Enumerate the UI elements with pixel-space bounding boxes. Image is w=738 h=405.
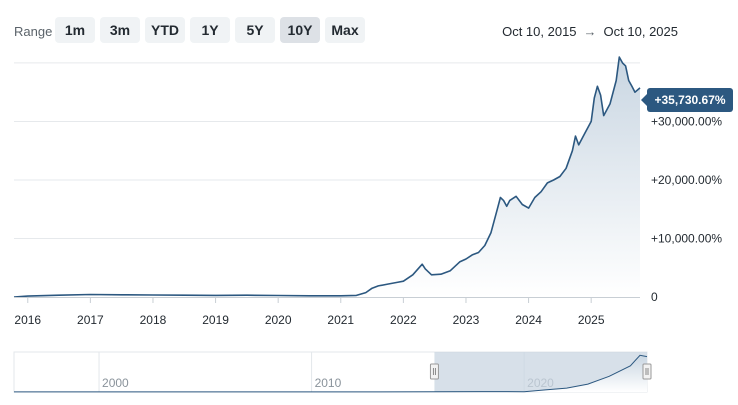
x-tick-label: 2018 xyxy=(140,313,167,327)
navigator-area xyxy=(14,355,647,392)
x-tick-label: 2025 xyxy=(578,313,605,327)
range-button-3m[interactable]: 3m xyxy=(100,17,140,43)
navigator-right-handle[interactable] xyxy=(642,363,652,380)
x-tick-label: 2020 xyxy=(265,313,292,327)
price-area xyxy=(13,56,641,298)
price-line xyxy=(13,56,641,298)
range-button-1m[interactable]: 1m xyxy=(55,17,95,43)
x-tick-label: 2021 xyxy=(327,313,354,327)
y-tick-label: 0 xyxy=(651,290,658,304)
navigator: 200020102020 xyxy=(13,351,652,393)
range-button-5y[interactable]: 5Y xyxy=(235,17,275,43)
y-tick-label: +30,000.00% xyxy=(651,114,722,128)
date-arrow-icon: → xyxy=(583,24,597,39)
current-value-badge: +35,730.67% xyxy=(641,88,733,112)
date-range-display: Oct 10, 2015 → Oct 10, 2025 xyxy=(502,24,678,39)
x-tick-label: 2024 xyxy=(515,313,542,327)
y-tick-label: +20,000.00% xyxy=(651,173,722,187)
x-axis-labels: 2016 2017 2018 2019 2020 2021 2022 2023 2024 2025 xyxy=(14,298,605,327)
x-tick-label: 2019 xyxy=(202,313,229,327)
x-tick-label: 2016 xyxy=(14,313,41,327)
navigator-year-label: 2010 xyxy=(315,376,342,390)
price-area-fill xyxy=(14,57,640,297)
y-tick-label: +10,000.00% xyxy=(651,231,722,245)
x-tick-label: 2022 xyxy=(390,313,417,327)
y-axis-labels: 0 +10,000.00% +20,000.00% +30,000.00% xyxy=(651,114,722,304)
range-button-1y[interactable]: 1Y xyxy=(190,17,230,43)
navigator-line xyxy=(14,354,648,393)
navigator-left-handle[interactable] xyxy=(429,363,439,380)
date-end[interactable]: Oct 10, 2025 xyxy=(603,24,678,39)
range-button-10y[interactable]: 10Y xyxy=(280,17,320,43)
date-start[interactable]: Oct 10, 2015 xyxy=(502,24,577,39)
range-toolbar: Range 1m 3m YTD 1Y 5Y 10Y Max Oct 10, 20… xyxy=(0,0,738,62)
range-button-max[interactable]: Max xyxy=(325,17,365,43)
range-button-ytd[interactable]: YTD xyxy=(145,17,185,43)
x-tick-label: 2023 xyxy=(453,313,480,327)
navigator-year-label: 2000 xyxy=(102,376,129,390)
x-tick-label: 2017 xyxy=(77,313,104,327)
range-label: Range xyxy=(14,24,53,39)
